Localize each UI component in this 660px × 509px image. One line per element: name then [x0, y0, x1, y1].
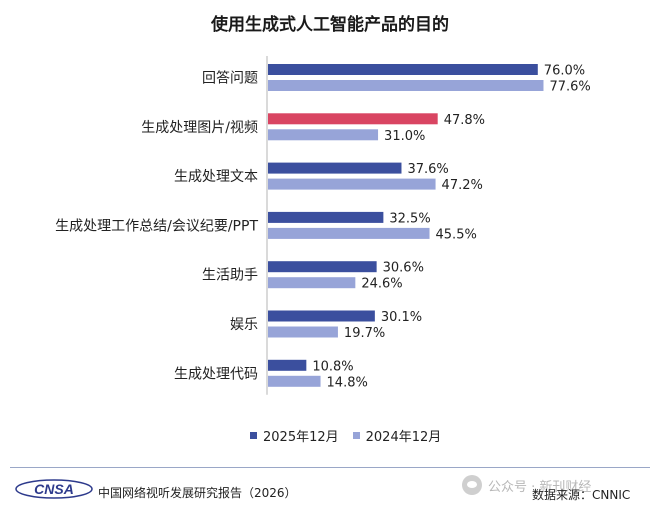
legend-label-2025: 2025年12月	[263, 430, 339, 445]
bar-2024	[268, 227, 430, 239]
bar-2024	[268, 375, 321, 387]
bar-2025	[268, 113, 438, 125]
bar-chart: 回答问题 76.0%77.6% 生成处理图片/视频 47.8% 31.0% 生成处理文本 3…	[55, 56, 591, 395]
value-label-2025: 47.8%	[444, 113, 485, 128]
value-label-2024: 14.8%	[327, 375, 368, 390]
category-label: 生成处理图片/视频	[141, 120, 258, 136]
cnsa-logo: CNSA	[15, 479, 93, 499]
bar-2024	[268, 80, 544, 91]
category-label: 生活助手	[202, 268, 258, 284]
value-label-2025: 76.0%	[544, 64, 585, 79]
data-source: 数据来源：CNNIC	[532, 488, 631, 502]
legend-swatch-2025	[250, 432, 257, 439]
watermark-text: 公众号 · 新刊财经	[488, 479, 592, 495]
legend-item-2025: 2025年12月	[250, 426, 339, 445]
legend-item-2024: 2024年12月	[352, 426, 442, 445]
report-name: 中国网络视听发展研究报告（2026）	[98, 486, 297, 500]
category-label: 生成处理文本	[174, 169, 258, 185]
legend-label-2024: 2024年12月	[365, 430, 442, 445]
bar-2024	[268, 326, 338, 338]
wechat-icon	[462, 475, 482, 495]
bar-2024	[268, 129, 379, 141]
legend-swatch-2024	[352, 432, 360, 439]
value-label-2024: 19.7%	[344, 326, 385, 341]
bar-2025	[268, 211, 384, 223]
value-label-2024: 24.6%	[361, 277, 402, 292]
chart-title: 使用生成式人工智能产品的目的	[211, 15, 449, 35]
category-label: 回答问题	[202, 70, 258, 87]
category-label: 生成处理工作总结/会议纪要/PPT	[55, 218, 258, 234]
legend: 2025年12月 2024年12月	[250, 426, 441, 445]
value-label-2024: 47.2%	[442, 178, 483, 193]
category-label: 生成处理代码	[174, 366, 258, 382]
category-label: 娱乐	[230, 317, 258, 333]
bar-2025	[268, 64, 538, 75]
bar-2025	[268, 261, 377, 273]
footer-divider	[10, 467, 650, 468]
value-label-2024: 31.0%	[384, 129, 425, 144]
value-label-2024: 77.6%	[549, 80, 590, 95]
bar-2024	[268, 178, 436, 190]
bar-2025	[268, 310, 375, 322]
value-label-2025: 32.5%	[389, 211, 430, 226]
watermark: 公众号 · 新刊财经	[462, 475, 591, 495]
bar-2024	[268, 277, 356, 289]
value-label-2025: 30.1%	[381, 310, 422, 325]
value-label-2025: 10.8%	[312, 359, 353, 374]
value-label-2024: 45.5%	[436, 227, 477, 242]
bar-2025	[268, 162, 402, 174]
svg-text:CNSA: CNSA	[34, 481, 74, 497]
value-label-2025: 30.6%	[383, 261, 424, 276]
value-label-2025: 37.6%	[407, 162, 448, 177]
bar-2025	[268, 359, 307, 371]
